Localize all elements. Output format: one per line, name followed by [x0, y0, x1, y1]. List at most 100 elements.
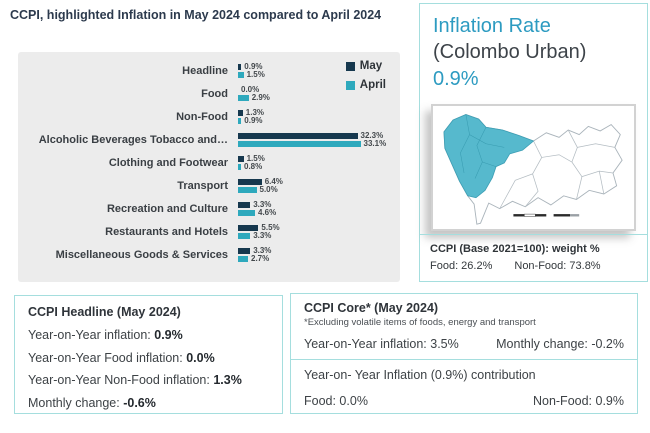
inflation-rate-value: 0.9% — [433, 67, 479, 90]
chart-bar-line: 4.6% — [238, 208, 400, 217]
bar-value-label: 6.4% — [264, 177, 283, 186]
weights-heading: CCPI (Base 2021=100): weight % — [430, 243, 600, 255]
contribution-title: Year-on- Year Inflation (0.9%) contribut… — [304, 368, 536, 382]
chart-bar-group: 0.9% 1.5% — [238, 62, 400, 79]
chart-category-label: Alcoholic Beverages Tobacco and… — [38, 134, 228, 146]
legend-label-april: April — [359, 79, 386, 91]
bar-value-label: 5.0% — [259, 185, 278, 194]
chart-bar-line: 0.9% — [238, 62, 400, 71]
headline-yoy-row: Year-on-Year inflation: 0.9% — [28, 328, 269, 342]
chart-bar-group: 3.3% 4.6% — [238, 200, 400, 217]
headline-food-label: Year-on-Year Food inflation: — [28, 350, 187, 365]
bar-april — [238, 187, 257, 193]
chart-bar-group: 0.0% 2.9% — [238, 85, 400, 102]
bar-value-label: 0.9% — [244, 116, 263, 125]
chart-row: Restaurants and Hotels 5.5% 3.3% — [18, 221, 400, 243]
bar-may — [238, 248, 251, 254]
chart-category-label: Recreation and Culture — [106, 203, 228, 215]
bar-may — [238, 202, 251, 208]
contribution-section: Year-on- Year Inflation (0.9%) contribut… — [291, 360, 637, 416]
chart-category-label: Transport — [177, 180, 228, 192]
chart-row: Transport 6.4% 5.0% — [18, 175, 400, 197]
chart-bar-group: 32.3% 33.1% — [238, 132, 400, 148]
chart-row: Recreation and Culture 3.3% 4.6% — [18, 198, 400, 220]
chart-row: Headline 0.9% 1.5% — [18, 60, 400, 82]
may-swatch-icon — [345, 61, 355, 71]
bar-value-label: 3.3% — [253, 200, 272, 209]
chart-category-label: Headline — [182, 65, 228, 77]
ccpi-headline-box: CCPI Headline (May 2024) Year-on-Year in… — [14, 295, 283, 414]
weights-nonfood: Non-Food: 73.8% — [514, 259, 601, 272]
weights-food: Food: 26.2% — [430, 259, 493, 272]
bar-value-label: 1.5% — [246, 154, 265, 163]
bar-value-label: 0.0% — [241, 85, 260, 94]
core-yoy-value: Year-on-Year inflation: 3.5% — [304, 337, 459, 351]
bar-april — [238, 72, 244, 78]
chart-bar-group: 1.3% 0.9% — [238, 108, 400, 125]
headline-monthly-value: -0.6% — [123, 395, 156, 410]
contribution-values-row: Food: 0.0% Non-Food: 0.9% — [304, 394, 624, 408]
chart-bar-line: 32.3% — [238, 132, 400, 140]
inflation-rate-heading: Inflation Rate (Colombo Urban) 0.9% — [420, 4, 647, 92]
bar-april — [238, 141, 361, 147]
chart-bar-group: 6.4% 5.0% — [238, 177, 400, 194]
headline-yoy-value: 0.9% — [154, 328, 183, 342]
bar-value-label: 33.1% — [363, 139, 387, 148]
core-values-row: Year-on-Year inflation: 3.5% Monthly cha… — [304, 337, 624, 351]
bar-april — [238, 164, 241, 170]
headline-box-title: CCPI Headline (May 2024) — [28, 305, 181, 319]
chart-bar-group: 5.5% 3.3% — [238, 223, 400, 240]
chart-legend: May April — [345, 60, 386, 91]
contribution-food: Food: 0.0% — [304, 394, 368, 408]
page-title: CCPI, highlighted Inflation in May 2024 … — [10, 8, 382, 22]
bar-value-label: 5.5% — [261, 223, 280, 232]
bar-april — [238, 256, 248, 262]
bar-value-label: 2.7% — [251, 254, 270, 263]
bar-april — [238, 118, 242, 124]
chart-bar-group: 1.5% 0.8% — [238, 154, 400, 171]
weights-values: Food: 26.2% Non-Food: 73.8% — [430, 258, 637, 275]
chart-bar-line: 2.7% — [238, 254, 400, 263]
bar-value-label: 0.9% — [244, 62, 263, 71]
chart-rows: Headline 0.9% 1.5% Food 0.0% 2.9% Non-Food 1.3%… — [18, 60, 400, 266]
chart-category-label: Miscellaneous Goods & Services — [55, 249, 228, 261]
bar-april — [238, 233, 251, 239]
core-section: CCPI Core* (May 2024) *Excluding volatil… — [291, 294, 637, 360]
bar-value-label: 3.3% — [253, 231, 272, 240]
headline-yoy-label: Year-on-Year inflation: — [28, 328, 155, 342]
chart-bar-line: 1.5% — [238, 71, 400, 79]
chart-bar-line: 3.3% — [238, 200, 400, 209]
headline-nonfood-value: 1.3% — [213, 373, 242, 387]
bar-may — [238, 64, 242, 70]
bar-april — [238, 210, 255, 216]
bar-may — [238, 156, 244, 162]
core-footnote: *Excluding volatile items of foods, ener… — [304, 317, 536, 328]
core-monthly-change: Monthly change: -0.2% — [496, 337, 624, 351]
map-scale-bar-icon — [513, 214, 580, 217]
bar-value-label: 1.3% — [245, 108, 265, 117]
bar-value-label: 2.9% — [251, 93, 270, 102]
bar-value-label: 4.6% — [258, 208, 277, 217]
legend-item-april: April — [345, 79, 386, 91]
inflation-rate-panel: Inflation Rate (Colombo Urban) 0.9% — [419, 3, 648, 282]
contribution-nonfood: Non-Food: 0.9% — [532, 394, 624, 408]
chart-bar-line: 0.9% — [238, 116, 400, 125]
chart-bar-line: 0.8% — [238, 163, 400, 171]
ccpi-core-box: CCPI Core* (May 2024) *Excluding volatil… — [290, 293, 638, 414]
chart-bar-line: 5.0% — [238, 185, 400, 194]
chart-category-label: Clothing and Footwear — [108, 157, 228, 169]
core-box-title: CCPI Core* (May 2024) — [304, 301, 439, 315]
bar-april — [238, 95, 249, 101]
headline-food-row: Year-on-Year Food inflation: 0.0% — [28, 351, 269, 365]
bar-value-label: 3.3% — [253, 246, 272, 255]
chart-category-label: Restaurants and Hotels — [105, 226, 228, 238]
legend-item-may: May — [345, 60, 386, 72]
bar-may — [238, 225, 259, 231]
april-swatch-icon — [345, 80, 355, 90]
inflation-rate-title: Inflation Rate — [433, 15, 551, 37]
chart-bar-line: 6.4% — [238, 177, 400, 186]
chart-category-label: Food — [201, 88, 228, 100]
bar-may — [238, 179, 262, 185]
chart-bar-line: 33.1% — [238, 139, 400, 148]
